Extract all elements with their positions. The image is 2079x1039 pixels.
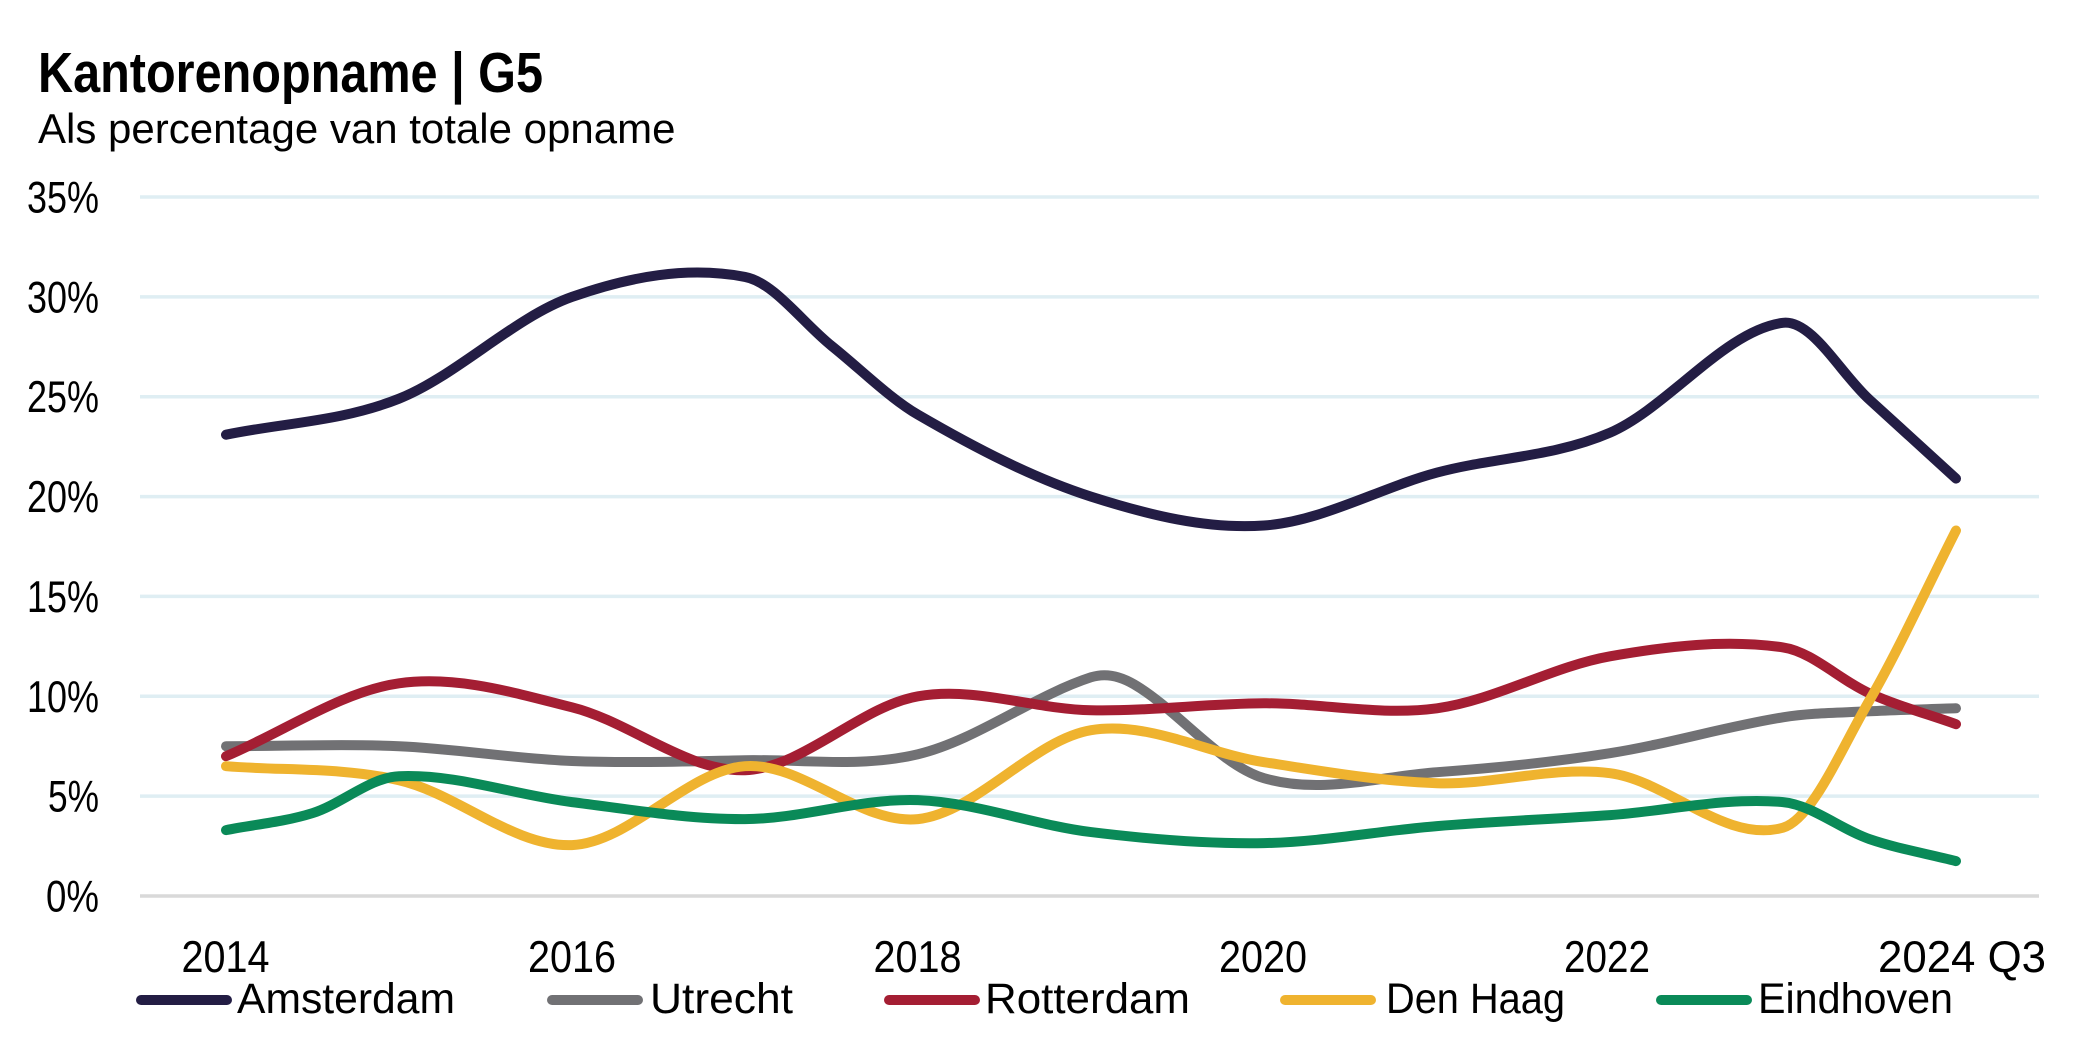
svg-text:5%: 5%	[48, 773, 99, 822]
svg-text:30%: 30%	[27, 273, 99, 322]
svg-text:Den Haag: Den Haag	[1386, 975, 1565, 1023]
svg-text:2016: 2016	[528, 933, 616, 982]
svg-text:Utrecht: Utrecht	[650, 975, 793, 1023]
svg-text:Eindhoven: Eindhoven	[1758, 975, 1953, 1023]
svg-text:Rotterdam: Rotterdam	[985, 975, 1190, 1023]
svg-text:35%: 35%	[27, 174, 99, 223]
svg-text:Als percentage van totale opna: Als percentage van totale opname	[38, 105, 675, 152]
svg-text:25%: 25%	[27, 373, 99, 422]
svg-text:Amsterdam: Amsterdam	[237, 975, 455, 1023]
svg-text:10%: 10%	[27, 673, 99, 722]
svg-text:0%: 0%	[46, 873, 99, 922]
svg-text:2018: 2018	[874, 933, 962, 982]
svg-text:2014: 2014	[182, 933, 270, 982]
svg-text:2022: 2022	[1564, 933, 1650, 982]
svg-text:2024 Q3: 2024 Q3	[1878, 933, 2046, 982]
svg-text:15%: 15%	[27, 573, 99, 622]
svg-text:20%: 20%	[27, 473, 99, 522]
svg-text:Kantorenopname | G5: Kantorenopname | G5	[38, 41, 543, 105]
svg-text:2020: 2020	[1219, 933, 1307, 982]
